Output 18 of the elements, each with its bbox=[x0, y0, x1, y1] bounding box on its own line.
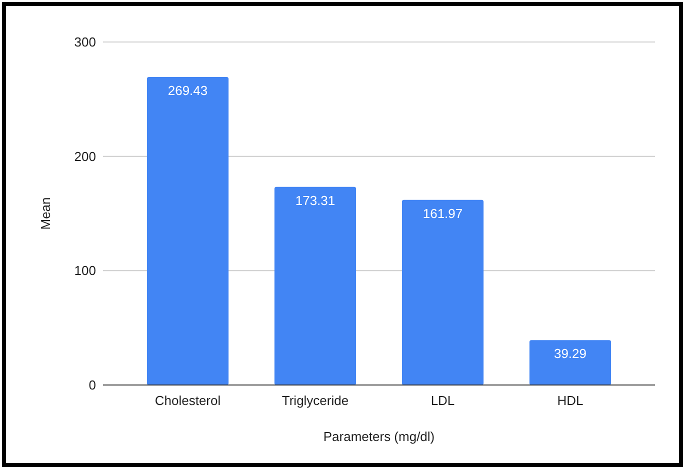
bar bbox=[146, 76, 229, 385]
data-label: 161.97 bbox=[422, 206, 463, 221]
data-label: 269.43 bbox=[168, 82, 208, 98]
y-tick-label: 0 bbox=[88, 378, 96, 392]
y-tick-label: 100 bbox=[74, 263, 96, 278]
x-tick-label: HDL bbox=[557, 393, 584, 408]
data-label: 39.29 bbox=[554, 346, 587, 362]
y-tick-label: 200 bbox=[74, 148, 96, 164]
data-label: 173.31 bbox=[295, 192, 336, 208]
y-tick-label: 300 bbox=[74, 34, 96, 50]
bar bbox=[529, 340, 612, 385]
x-tick-label: LDL bbox=[430, 393, 455, 408]
bar bbox=[402, 200, 484, 385]
bar bbox=[274, 186, 356, 385]
x-axis-title: Parameters (mg/dl) bbox=[323, 429, 435, 444]
x-tick-label: Triglyceride bbox=[282, 393, 349, 408]
y-axis-title: Mean bbox=[38, 197, 53, 230]
x-tick-label: Cholesterol bbox=[154, 393, 221, 408]
